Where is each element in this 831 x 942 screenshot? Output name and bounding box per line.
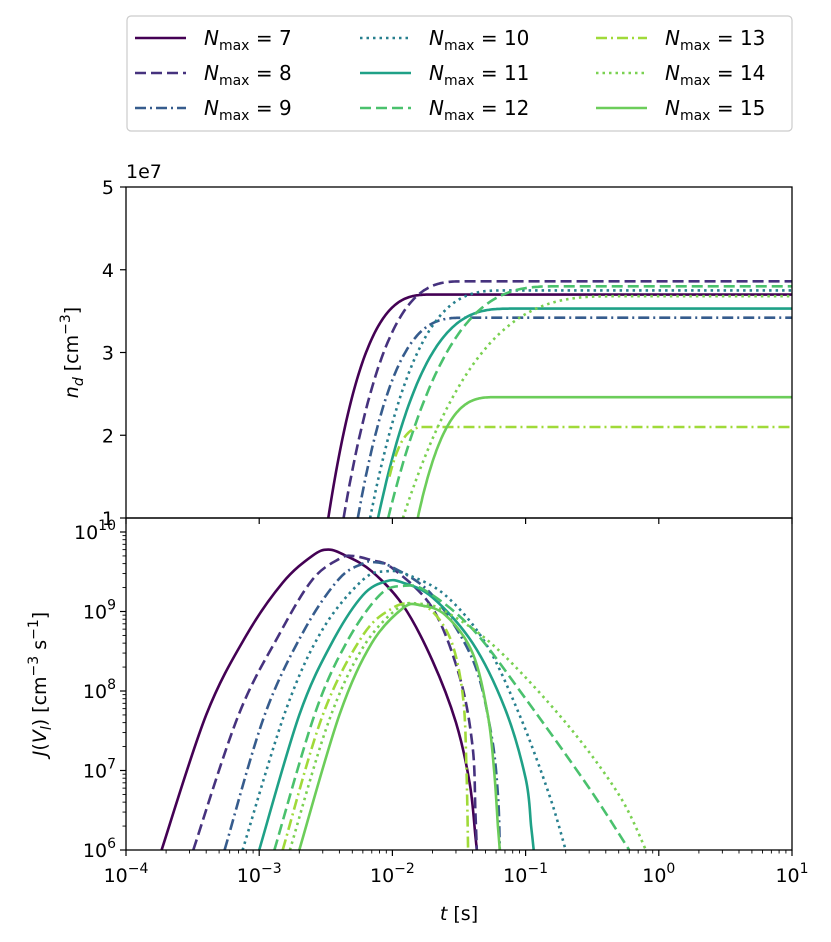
top-series-line-8 [416,395,792,518]
top-ytick-label-2: 3 [102,343,114,365]
bottom-ytick-label-0: 106 [83,836,116,862]
bottom-xtick-label-3: 10−1 [503,861,548,887]
legend-label-3: Nmax = 10 [429,26,529,54]
top-ytick-label-1: 2 [102,425,114,447]
bottom-series-line-8 [298,602,502,850]
bottom-xlabel: t [s] [440,903,478,925]
bottom-ylabel: J(Vl) [cm−3 s−1] [26,612,55,760]
bottom-ytick-label-2: 108 [83,677,116,703]
top-series-line-2 [356,316,792,518]
top-series-line-0 [327,293,792,518]
bottom-xtick-label-5: 101 [775,861,808,887]
legend: Nmax = 7 Nmax = 8 Nmax = 9 Nmax = 10 Nmax = … [126,15,793,132]
bottom-panel: 106 107 108 109 1010 10−4 10−3 10−2 10−1 100 101 t … [26,517,809,925]
top-axes-frame [125,186,793,519]
top-ytick-label-3: 4 [102,260,114,282]
bottom-axes-frame [125,517,793,851]
top-panel: 1 2 3 4 5 1e7 nd [cm−3] [58,161,793,530]
bottom-xtick-label-0: 10−4 [104,861,149,887]
bottom-series-line-1 [192,554,479,850]
bottom-series-line-5 [273,584,631,850]
top-series-group [327,280,792,518]
bottom-series-line-7 [288,601,648,850]
top-series-line-3 [368,289,792,518]
bottom-xtick-label-4: 100 [642,861,675,887]
legend-label-4: Nmax = 11 [429,61,529,89]
top-series-line-1 [342,280,792,518]
bottom-xtick-label-2: 10−2 [370,861,415,887]
bottom-ytick-label-3: 109 [83,597,116,623]
bottom-xtick-label-1: 10−3 [237,861,282,887]
legend-label-6: Nmax = 13 [665,26,765,54]
top-ytick-label-4: 5 [102,177,114,199]
bottom-ytick-label-1: 107 [83,756,116,782]
legend-frame [126,15,793,132]
top-offset-text: 1e7 [126,161,162,183]
top-series-line-4 [376,307,792,518]
legend-label-5: Nmax = 12 [429,96,529,124]
bottom-series-group [160,548,648,850]
top-series-line-6 [388,425,792,477]
legend-label-2: Nmax = 9 [204,96,292,124]
legend-label-8: Nmax = 15 [665,96,765,124]
legend-label-0: Nmax = 7 [204,26,292,54]
bottom-ytick-label-4: 1010 [74,518,116,544]
top-ylabel: nd [cm−3] [58,307,87,398]
top-series-line-5 [386,285,792,518]
legend-label-7: Nmax = 14 [665,61,765,89]
legend-label-1: Nmax = 8 [204,61,292,89]
top-ytick-label-0: 1 [102,508,114,530]
bottom-series-line-4 [257,578,535,850]
